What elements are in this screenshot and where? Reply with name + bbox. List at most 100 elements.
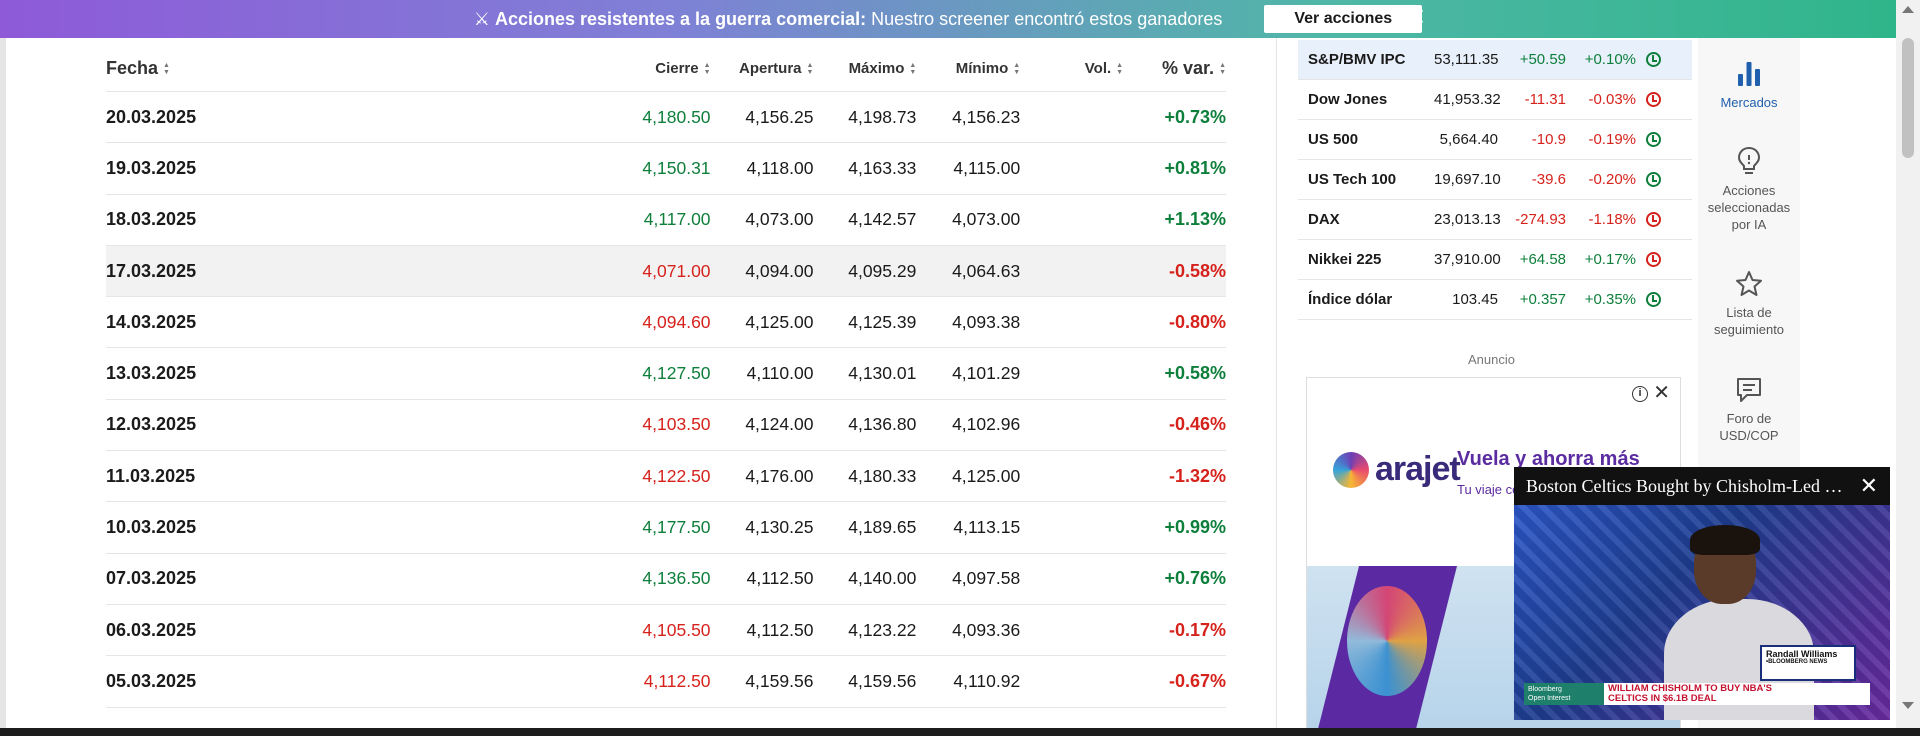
index-name: Dow Jones	[1308, 91, 1388, 108]
table-row[interactable]: 11.03.2025 4,122.50 4,176.00 4,180.33 4,125.…	[106, 451, 1226, 503]
index-row[interactable]: US Tech 100 19,697.10 -39.6 -0.20%	[1298, 160, 1692, 200]
sort-icon: ▲ ▼	[909, 61, 917, 76]
cell-date: 11.03.2025	[106, 465, 196, 486]
table-row[interactable]: 19.03.2025 4,150.31 4,118.00 4,163.33 4,115.…	[106, 143, 1226, 195]
ad-banner[interactable]: i ✕ arajet Vuela y ahorra más Tu viaje c…	[1306, 377, 1681, 732]
ad-info-icon[interactable]: i	[1632, 386, 1648, 402]
scroll-down-icon[interactable]	[1902, 702, 1914, 709]
table-row[interactable]: 06.03.2025 4,105.50 4,112.50 4,123.22 4,093.…	[106, 605, 1226, 657]
cell-close: 4,180.50	[642, 106, 711, 127]
ad-label: Anuncio	[1468, 352, 1515, 367]
table-row[interactable]: 07.03.2025 4,136.50 4,112.50 4,140.00 4,097.…	[106, 554, 1226, 605]
cell-change: +0.76%	[1164, 568, 1226, 589]
column-header-low[interactable]: Mínimo ▲ ▼	[955, 60, 1021, 77]
ad-close-icon[interactable]: ✕	[1653, 382, 1670, 404]
aircraft-tail-image	[1317, 566, 1457, 731]
page-scrollbar[interactable]	[1896, 0, 1920, 736]
table-row[interactable]: 10.03.2025 4,177.50 4,130.25 4,189.65 4,113.…	[106, 502, 1226, 554]
cell-close: 4,177.50	[642, 517, 711, 538]
table-row[interactable]: 13.03.2025 4,127.50 4,110.00 4,130.01 4,101.…	[106, 348, 1226, 400]
cell-high: 4,142.57	[848, 209, 917, 230]
rail-item-ai-picks[interactable]: Acciones seleccionadas por IA	[1698, 146, 1800, 233]
index-row[interactable]: DAX 23,013.13 -274.93 -1.18%	[1298, 200, 1692, 240]
table-row[interactable]: 14.03.2025 4,094.60 4,125.00 4,125.39 4,093.…	[106, 297, 1226, 349]
column-header-close[interactable]: Cierre ▲ ▼	[655, 60, 711, 77]
historical-data-table: Fecha ▲ ▼ Cierre ▲ ▼ Apertura ▲ ▼ Máximo ▲ ▼ Mín…	[106, 46, 1226, 708]
rail-item-label: Mercados	[1720, 95, 1778, 110]
index-change: -274.93	[1515, 211, 1566, 228]
cell-low: 4,115.00	[953, 157, 1021, 178]
cell-low: 4,113.15	[953, 517, 1021, 538]
sort-icon: ▲ ▼	[703, 61, 711, 76]
cell-change: +1.13%	[1164, 209, 1226, 230]
column-header-high[interactable]: Máximo ▲ ▼	[848, 60, 917, 77]
column-header-open[interactable]: Apertura ▲ ▼	[739, 60, 814, 77]
ad-headline: Vuela y ahorra más	[1457, 448, 1640, 470]
banner-body-text: Nuestro screener encontró estos ganadore…	[866, 8, 1223, 29]
cell-change: -1.32%	[1168, 465, 1226, 486]
promo-banner[interactable]: ⚔ Acciones resistentes a la guerra comer…	[0, 0, 1896, 38]
table-body: 20.03.2025 4,180.50 4,156.25 4,198.73 4,156.…	[106, 92, 1226, 708]
banner-close-icon[interactable]: ✕	[1406, 4, 1427, 31]
rail-item-watchlist[interactable]: Lista de seguimiento	[1698, 270, 1800, 338]
video-frame[interactable]: Randall Williams •BLOOMBERG NEWS Bloombe…	[1514, 505, 1890, 720]
market-status-clock-icon	[1646, 132, 1661, 147]
cell-low: 4,102.96	[952, 414, 1021, 435]
lower-third-role: •BLOOMBERG NEWS	[1766, 659, 1828, 665]
view-stocks-button[interactable]: Ver acciones	[1264, 5, 1423, 33]
index-change: -39.6	[1531, 171, 1566, 188]
index-change-percent: +0.35%	[1584, 291, 1636, 308]
market-status-clock-icon	[1646, 92, 1661, 107]
index-price: 19,697.10	[1434, 171, 1501, 188]
video-close-icon[interactable]: ✕	[1859, 473, 1878, 498]
table-row[interactable]: 18.03.2025 4,117.00 4,073.00 4,142.57 4,073.…	[106, 195, 1226, 246]
video-player[interactable]: Boston Celtics Bought by Chisholm-Led G.…	[1514, 467, 1890, 720]
rail-item-forum[interactable]: Foro de USD/COP	[1698, 376, 1800, 444]
index-row[interactable]: Dow Jones 41,953.32 -11.31 -0.03%	[1298, 80, 1692, 120]
market-status-clock-icon	[1646, 52, 1661, 67]
cell-high: 4,123.22	[848, 619, 917, 640]
cell-change: -0.46%	[1168, 414, 1226, 435]
lower-third-name: Randall Williams	[1766, 649, 1838, 659]
cell-date: 17.03.2025	[106, 260, 197, 281]
table-row[interactable]: 20.03.2025 4,180.50 4,156.25 4,198.73 4,156.…	[106, 92, 1226, 144]
cell-high: 4,189.65	[848, 517, 917, 538]
index-row[interactable]: US 500 5,664.40 -10.9 -0.19%	[1298, 120, 1692, 160]
market-indices-panel: S&P/BMV IPC 53,111.35 +50.59 +0.10% Dow Jone…	[1298, 40, 1692, 320]
column-header-change[interactable]: % var. ▲ ▼	[1162, 58, 1226, 78]
table-row[interactable]: 12.03.2025 4,103.50 4,124.00 4,136.80 4,102.…	[106, 400, 1226, 452]
cell-high: 4,163.33	[848, 157, 917, 178]
index-row[interactable]: Nikkei 225 37,910.00 +64.58 +0.17%	[1298, 240, 1692, 280]
column-header-volume[interactable]: Vol. ▲ ▼	[1084, 60, 1124, 77]
scroll-up-icon[interactable]	[1902, 6, 1914, 13]
window-edge	[0, 0, 6, 736]
index-change-percent: -1.18%	[1588, 211, 1636, 228]
scroll-thumb[interactable]	[1902, 38, 1914, 158]
index-row[interactable]: Índice dólar 103.45 +0.357 +0.35%	[1298, 280, 1692, 320]
index-change-percent: -0.19%	[1588, 131, 1636, 148]
video-title: Boston Celtics Bought by Chisholm-Led G.…	[1526, 475, 1846, 496]
cell-change: +0.73%	[1164, 106, 1226, 127]
index-change-percent: -0.20%	[1588, 171, 1636, 188]
tail-logo-icon	[1347, 586, 1427, 696]
cell-high: 4,136.80	[848, 414, 917, 435]
index-name: Nikkei 225	[1308, 251, 1382, 268]
cell-close: 4,105.50	[642, 619, 711, 640]
rail-item-markets[interactable]: Mercados	[1698, 60, 1800, 111]
cell-change: +0.99%	[1164, 517, 1226, 538]
index-row[interactable]: S&P/BMV IPC 53,111.35 +50.59 +0.10%	[1298, 40, 1692, 80]
column-header-date[interactable]: Fecha ▲ ▼	[106, 58, 170, 78]
table-row[interactable]: 05.03.2025 4,112.50 4,159.56 4,159.56 4,110.…	[106, 656, 1226, 708]
cell-high: 4,095.29	[848, 260, 917, 281]
table-row[interactable]: 17.03.2025 4,071.00 4,094.00 4,095.29 4,064.…	[106, 245, 1226, 298]
index-price: 23,013.13	[1434, 211, 1501, 228]
cell-change: +0.58%	[1164, 363, 1226, 384]
cell-low: 4,125.00	[952, 465, 1021, 486]
index-change: -11.31	[1524, 91, 1566, 108]
cell-open: 4,124.00	[745, 414, 814, 435]
sort-icon: ▲ ▼	[1013, 61, 1021, 76]
index-price: 103.45	[1452, 291, 1498, 308]
rail-item-label: Foro de USD/COP	[1719, 411, 1779, 443]
bar-chart-icon	[1738, 62, 1760, 86]
